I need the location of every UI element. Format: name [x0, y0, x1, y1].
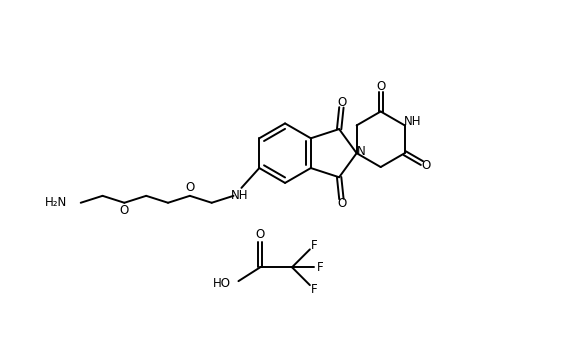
Text: N: N — [357, 145, 366, 158]
Text: F: F — [311, 283, 318, 296]
Text: HO: HO — [213, 277, 230, 290]
Text: O: O — [120, 204, 129, 217]
Text: F: F — [316, 261, 323, 274]
Text: O: O — [338, 96, 346, 109]
Text: O: O — [255, 228, 265, 241]
Text: O: O — [421, 159, 431, 172]
Text: NH: NH — [404, 115, 421, 128]
Text: NH: NH — [231, 189, 248, 202]
Text: O: O — [338, 197, 346, 211]
Text: O: O — [185, 181, 195, 195]
Text: O: O — [376, 80, 386, 93]
Text: F: F — [311, 239, 318, 252]
Text: H₂N: H₂N — [45, 196, 67, 209]
